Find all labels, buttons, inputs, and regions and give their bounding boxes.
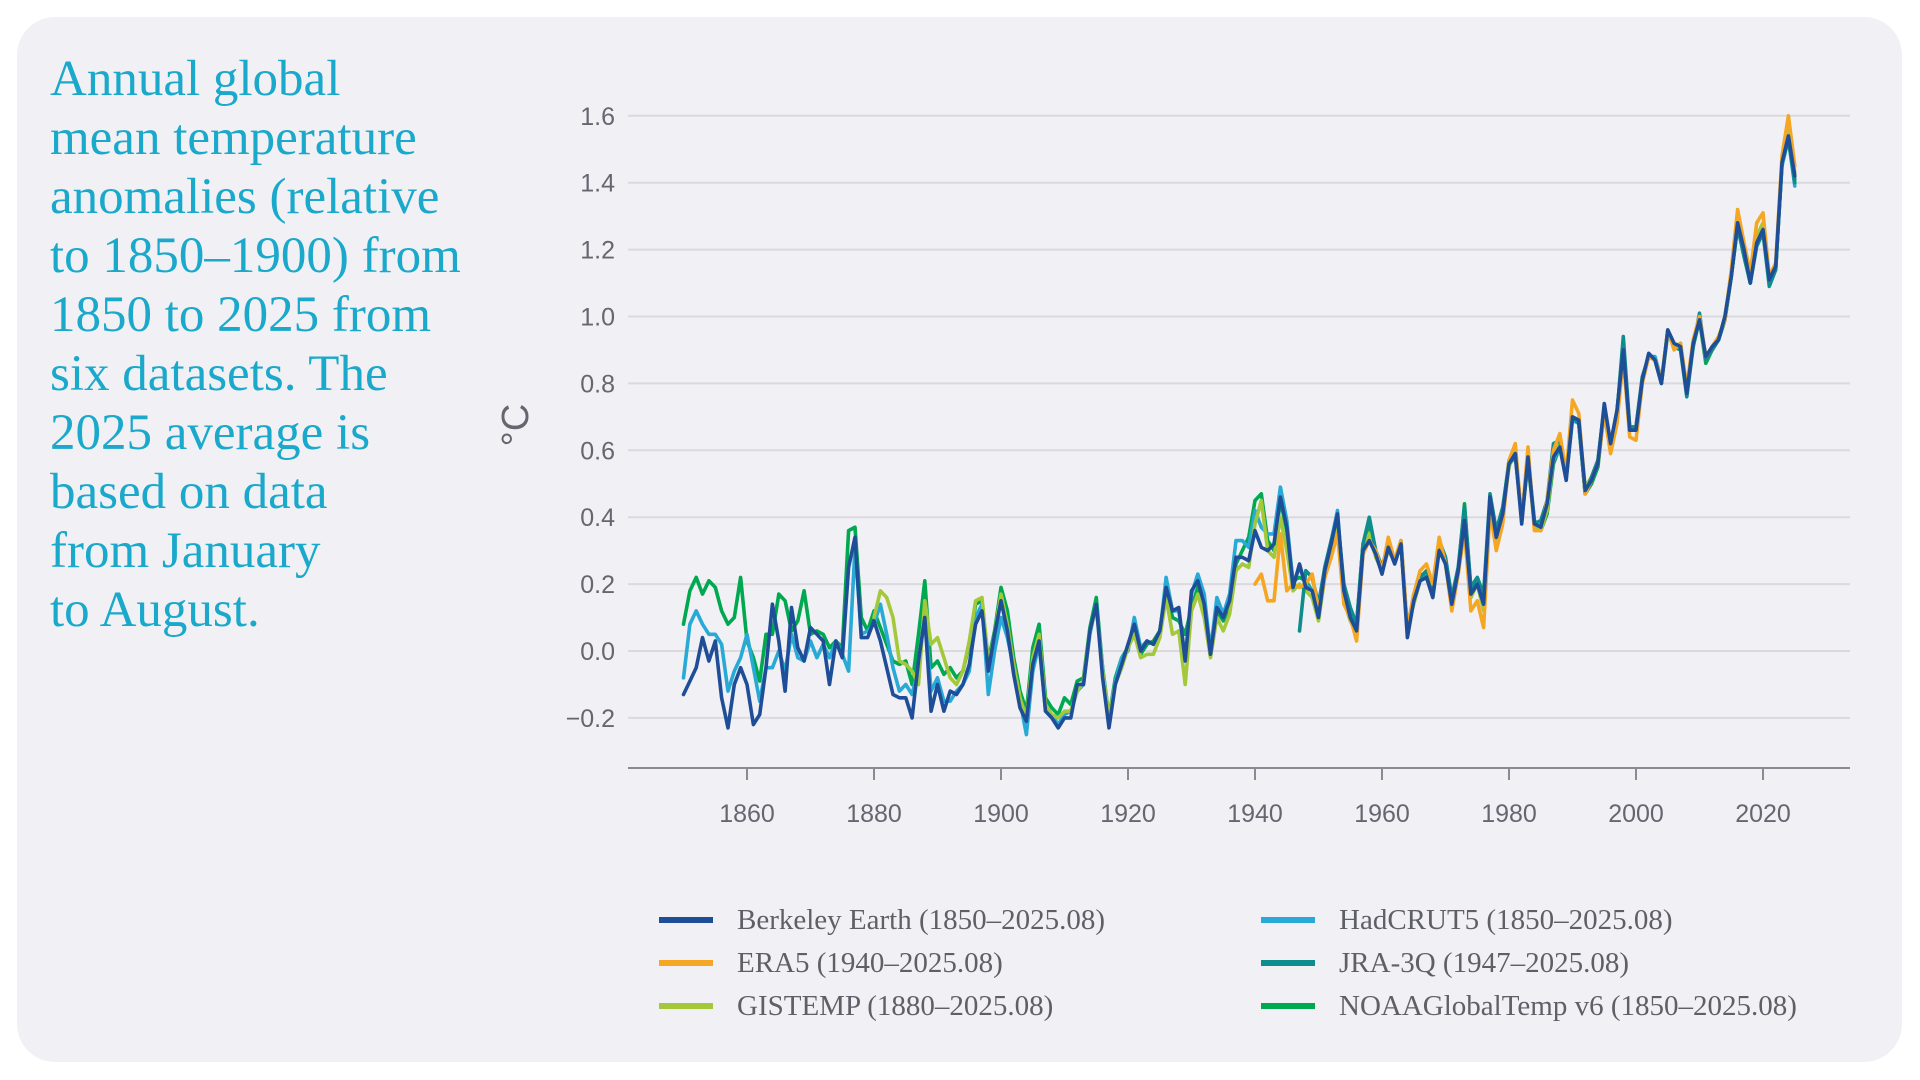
gridlines xyxy=(628,114,1850,719)
y-tick-label: −0.2 xyxy=(566,705,615,733)
x-tick-label: 1940 xyxy=(1227,800,1283,828)
legend-item-jra-3q: JRA-3Q (1947–2025.08) xyxy=(1261,943,1629,983)
legend-swatch xyxy=(659,960,713,966)
y-tick-label: 1.0 xyxy=(580,304,615,332)
x-axis: 1860 1880 1900 1920 1940 1960 1980 2000 2020 xyxy=(628,767,1850,828)
caption-line: 1850 to 2025 from xyxy=(50,287,432,343)
legend-swatch xyxy=(1261,917,1315,923)
legend-item-noaaglobaltemp: NOAAGlobalTemp v6 (1850–2025.08) xyxy=(1261,986,1797,1026)
y-tick-label: 0.4 xyxy=(580,504,615,532)
y-tick-label: 0.6 xyxy=(580,437,615,465)
x-tick-label: 1920 xyxy=(1100,800,1156,828)
legend-label: GISTEMP (1880–2025.08) xyxy=(737,989,1054,1022)
caption-line: anomalies (relative xyxy=(50,169,440,225)
x-tick-label: 1860 xyxy=(719,800,775,828)
series-line-berkeley-earth xyxy=(681,134,1797,730)
x-tick-label: 1980 xyxy=(1481,800,1537,828)
y-tick-label: 0.0 xyxy=(580,638,615,666)
caption-line: 2025 average is xyxy=(50,405,371,461)
y-tick-label: 1.4 xyxy=(580,170,615,198)
caption-line: six datasets. The xyxy=(50,346,388,402)
x-tick-label: 1880 xyxy=(846,800,902,828)
legend-item-hadcrut5: HadCRUT5 (1850–2025.08) xyxy=(1261,900,1672,940)
legend-label: Berkeley Earth (1850–2025.08) xyxy=(737,903,1106,936)
chart-panel xyxy=(17,17,1902,1062)
y-tick-label: 0.2 xyxy=(580,571,615,599)
caption-line: from January xyxy=(50,523,321,579)
caption-line: to August. xyxy=(50,582,260,638)
caption-line: to 1850–1900) from xyxy=(50,228,461,284)
chart-caption: Annual global mean temperature anomalies… xyxy=(50,50,461,640)
legend-swatch xyxy=(659,917,713,923)
caption-line: Annual global xyxy=(50,51,341,107)
legend-swatch xyxy=(1261,960,1315,966)
legend-label: ERA5 (1940–2025.08) xyxy=(737,946,1003,979)
caption-line: based on data xyxy=(50,464,328,520)
legend-swatch xyxy=(659,1003,713,1009)
y-tick-label: 1.6 xyxy=(580,103,615,131)
y-axis-ticks: −0.2 0.0 0.2 0.4 0.6 0.8 1.0 1.2 1.4 1.6 xyxy=(566,103,615,733)
legend-item-gistemp: GISTEMP (1880–2025.08) xyxy=(659,986,1053,1026)
x-tick-label: 1900 xyxy=(973,800,1029,828)
series-line-gistemp xyxy=(872,127,1797,720)
x-tick-label: 1960 xyxy=(1354,800,1410,828)
legend-item-era5: ERA5 (1940–2025.08) xyxy=(659,943,1003,983)
legend-swatch xyxy=(1261,1003,1315,1009)
legend: Berkeley Earth (1850–2025.08) ERA5 (1940… xyxy=(659,900,1899,1040)
y-tick-label: 1.2 xyxy=(580,237,615,265)
x-tick-label: 2020 xyxy=(1735,800,1791,828)
legend-item-berkeley-earth: Berkeley Earth (1850–2025.08) xyxy=(659,900,1105,940)
x-tick-label: 2000 xyxy=(1608,800,1664,828)
legend-label: JRA-3Q (1947–2025.08) xyxy=(1339,946,1629,979)
legend-label: HadCRUT5 (1850–2025.08) xyxy=(1339,903,1673,936)
y-axis-label: °C xyxy=(495,404,537,447)
y-tick-label: 0.8 xyxy=(580,370,615,398)
legend-label: NOAAGlobalTemp v6 (1850–2025.08) xyxy=(1339,989,1797,1022)
caption-line: mean temperature xyxy=(50,110,417,166)
series-lines xyxy=(681,114,1797,737)
series-line-era5 xyxy=(1253,114,1797,643)
